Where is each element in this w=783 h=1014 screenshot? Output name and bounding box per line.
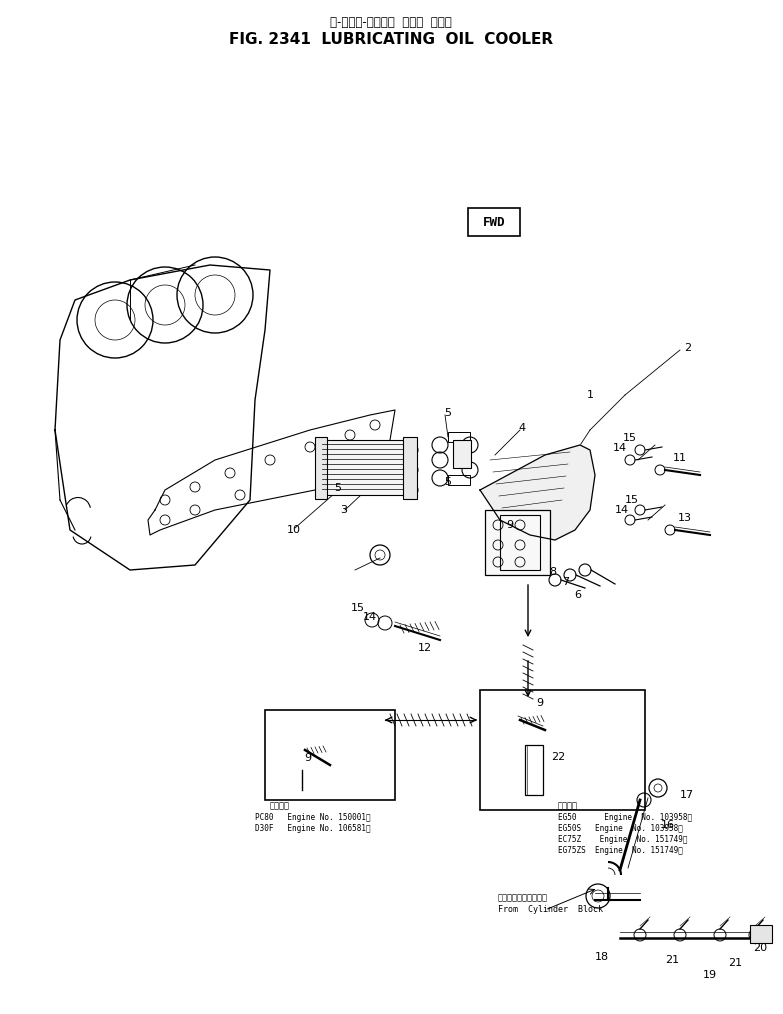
Bar bbox=[448, 432, 470, 442]
Text: シリンダブロックから: シリンダブロックから bbox=[498, 893, 548, 902]
Text: 8: 8 bbox=[550, 567, 557, 577]
Polygon shape bbox=[480, 445, 595, 540]
Text: FWD: FWD bbox=[483, 216, 505, 228]
Text: 15: 15 bbox=[625, 495, 639, 505]
Bar bbox=[448, 475, 470, 485]
Text: 18: 18 bbox=[595, 952, 609, 962]
Text: 適用号機: 適用号機 bbox=[558, 801, 578, 810]
Text: EC75Z    Engine  No. 151749～: EC75Z Engine No. 151749～ bbox=[558, 835, 687, 844]
Text: 3: 3 bbox=[341, 505, 348, 515]
Text: EG50S   Engine  No. 103958～: EG50S Engine No. 103958～ bbox=[558, 824, 683, 832]
Text: PC80   Engine No. 150001～: PC80 Engine No. 150001～ bbox=[255, 813, 370, 822]
Text: 12: 12 bbox=[418, 643, 432, 653]
Text: 6: 6 bbox=[575, 590, 582, 600]
Bar bbox=[265, 710, 395, 800]
Text: 9: 9 bbox=[507, 520, 514, 530]
Bar bbox=[315, 437, 327, 499]
Text: 15: 15 bbox=[351, 603, 365, 613]
Text: 4: 4 bbox=[518, 423, 525, 433]
Bar bbox=[403, 437, 417, 499]
Text: D30F   Engine No. 106581～: D30F Engine No. 106581～ bbox=[255, 824, 370, 832]
Bar bbox=[525, 745, 543, 795]
Text: 14: 14 bbox=[613, 443, 627, 453]
Bar bbox=[485, 510, 550, 575]
Text: 9: 9 bbox=[536, 698, 543, 708]
Bar bbox=[320, 440, 405, 495]
Text: 19: 19 bbox=[703, 970, 717, 980]
Bar bbox=[480, 690, 645, 810]
Text: ル-ブリケ-ティング  オイル  クーラ: ル-ブリケ-ティング オイル クーラ bbox=[330, 15, 452, 28]
Text: 21: 21 bbox=[665, 955, 679, 965]
Text: 1: 1 bbox=[586, 390, 594, 400]
Text: 5: 5 bbox=[445, 477, 452, 487]
Text: 適用号機: 適用号機 bbox=[270, 801, 290, 810]
Bar bbox=[468, 208, 520, 236]
Polygon shape bbox=[148, 410, 395, 535]
Text: 14: 14 bbox=[363, 612, 377, 622]
Text: 14: 14 bbox=[615, 505, 629, 515]
Text: 20: 20 bbox=[753, 943, 767, 953]
Text: FIG. 2341  LUBRICATING  OIL  COOLER: FIG. 2341 LUBRICATING OIL COOLER bbox=[229, 32, 553, 48]
Text: 5: 5 bbox=[445, 408, 452, 418]
Text: 21: 21 bbox=[728, 958, 742, 968]
Text: From  Cylinder  Block: From Cylinder Block bbox=[498, 906, 603, 914]
Text: 16: 16 bbox=[661, 820, 675, 830]
Text: 17: 17 bbox=[680, 790, 694, 800]
Text: 9: 9 bbox=[305, 753, 312, 763]
Text: EG75ZS  Engine  No. 151749～: EG75ZS Engine No. 151749～ bbox=[558, 846, 683, 855]
Text: 2: 2 bbox=[684, 343, 691, 353]
Text: 11: 11 bbox=[673, 453, 687, 463]
Bar bbox=[500, 515, 540, 570]
Text: 5: 5 bbox=[334, 483, 341, 493]
Text: EG50      Engine  No. 103958～: EG50 Engine No. 103958～ bbox=[558, 813, 692, 822]
Text: 22: 22 bbox=[551, 752, 565, 762]
Bar bbox=[453, 440, 471, 468]
Text: 15: 15 bbox=[623, 433, 637, 443]
Text: 7: 7 bbox=[562, 577, 569, 587]
Bar bbox=[750, 925, 772, 943]
Text: 13: 13 bbox=[678, 513, 692, 523]
Text: 10: 10 bbox=[287, 525, 301, 535]
